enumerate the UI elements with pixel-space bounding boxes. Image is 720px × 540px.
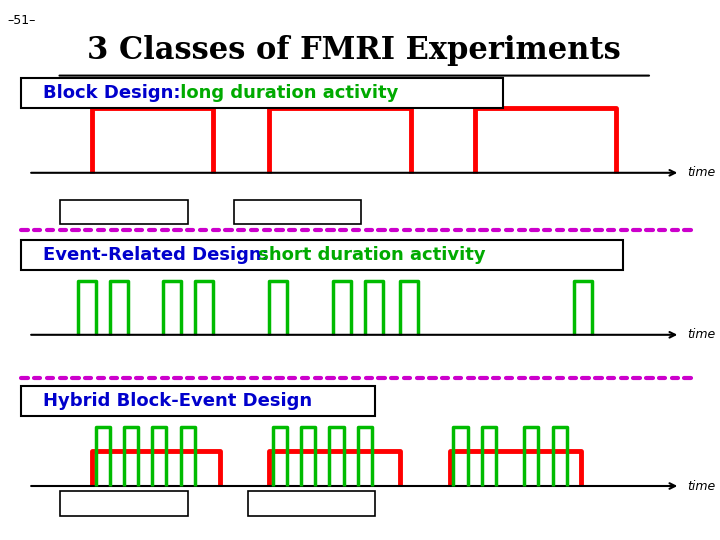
FancyBboxPatch shape [60,491,188,516]
Text: Block Design:: Block Design: [42,84,180,102]
Text: Event-Related Design:: Event-Related Design: [42,246,269,264]
FancyBboxPatch shape [60,200,188,224]
FancyBboxPatch shape [22,386,376,416]
Text: –51–: –51– [7,14,35,26]
Text: short duration activity: short duration activity [251,246,485,264]
FancyBboxPatch shape [22,78,503,108]
Text: long duration activity: long duration activity [174,84,398,102]
Text: Duration ≥ 10 s: Duration ≥ 10 s [243,205,353,219]
FancyBboxPatch shape [234,200,361,224]
Text: time: time [687,480,716,492]
FancyBboxPatch shape [22,240,624,270]
FancyBboxPatch shape [248,491,376,516]
Text: 3 Classes of FMRI Experiments: 3 Classes of FMRI Experiments [87,35,621,66]
Text: Condition #1: Condition #1 [79,497,168,510]
Text: Hybrid Block-Event Design: Hybrid Block-Event Design [42,392,312,410]
Text: time: time [687,166,716,179]
Text: Task/Stimulus: Task/Stimulus [75,205,173,219]
Text: Condition #2: Condition #2 [267,497,356,510]
Text: time: time [687,328,716,341]
